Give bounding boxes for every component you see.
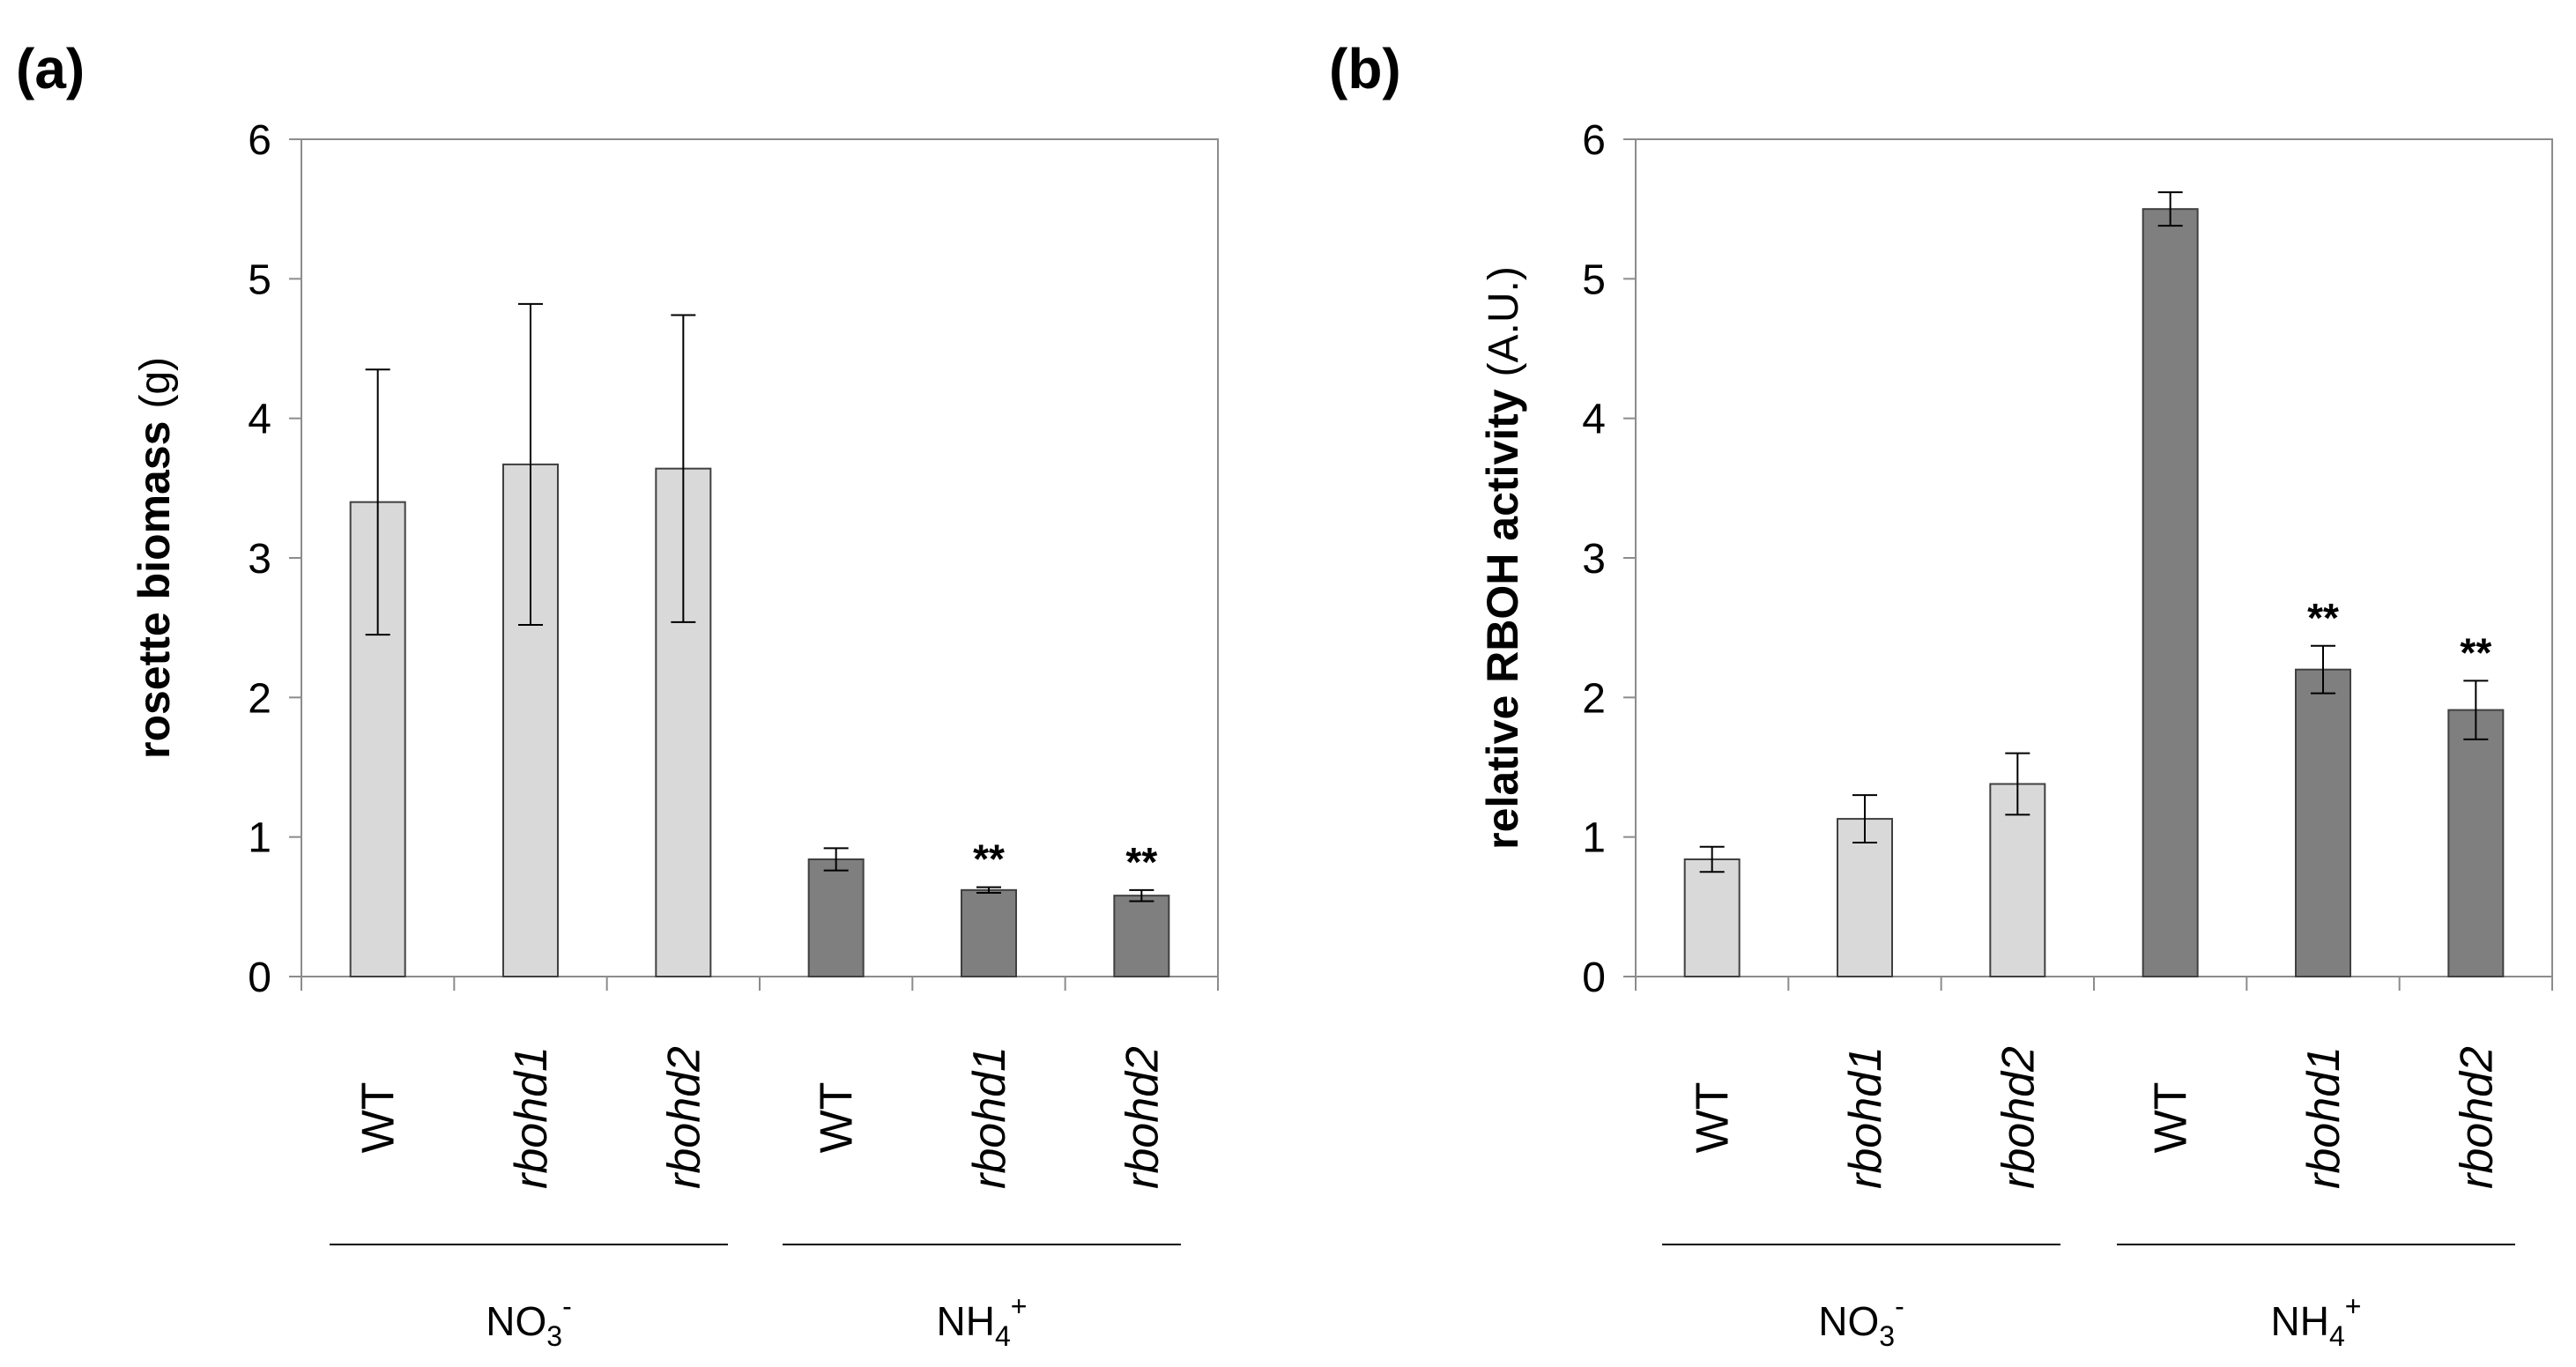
category-label: rbohd1 [506,1046,557,1189]
category-label: rbohd1 [1840,1046,1891,1189]
category-label: rbohd2 [2451,1046,2502,1189]
plot-frame [301,138,1219,977]
group-label-subscript: 4 [995,1320,1011,1352]
bar [1837,818,1893,977]
category-label: rbohd2 [1117,1046,1168,1189]
group-label: NO3- [1818,1290,1904,1352]
category-label: WT [353,1082,405,1154]
y-axis-label-unit: (A.U.) [1481,266,1527,376]
group-label-subscript: 3 [546,1320,562,1352]
group-label: NO3- [486,1290,571,1352]
y-tick-label: 2 [1582,675,1606,722]
y-axis-label: relative RBOH activity (A.U.) [1478,266,1527,850]
bar [2295,668,2351,978]
significance-marker: ** [1125,839,1157,885]
category-label: rbohd2 [1993,1046,2044,1189]
group-label: NH4+ [2271,1290,2362,1352]
bar [1683,858,1741,977]
y-tick-label: 6 [1582,117,1606,164]
y-tick-label: 3 [248,536,271,583]
panel-label: (b) [1329,37,1401,100]
y-tick-label: 3 [1582,536,1606,583]
group-label-subscript: 4 [2329,1320,2345,1352]
bar [961,888,1017,977]
y-tick-label: 4 [248,397,271,443]
group-label: NH4+ [937,1290,1028,1352]
y-tick-label: 0 [1582,955,1606,1001]
y-tick-label: 1 [1582,815,1606,862]
y-axis-label-text: rosette biomass [130,409,179,759]
y-tick-label: 0 [248,955,271,1001]
group-label-superscript: + [1011,1290,1028,1322]
category-label: WT [1688,1082,1739,1154]
significance-marker: ** [2460,629,2491,675]
y-tick-label: 4 [1582,397,1606,443]
category-label: WT [812,1082,863,1154]
group-label-base: NO [1818,1298,1879,1344]
y-axis-label: rosette biomass (g) [130,357,179,759]
group-label-base: NO [486,1298,546,1344]
group-label-subscript: 3 [1879,1320,1895,1352]
y-axis-label-text: relative RBOH activity [1478,377,1527,850]
category-label: rbohd1 [2298,1046,2350,1189]
category-label: rbohd2 [658,1046,709,1189]
y-tick-label: 2 [248,675,271,722]
bar [807,858,865,977]
bar [2142,208,2199,977]
group-label-superscript: - [562,1290,572,1322]
y-tick-label: 6 [248,117,271,164]
y-tick-label: 1 [248,815,271,862]
bar [1113,895,1170,978]
significance-marker: ** [2307,595,2339,641]
significance-marker: ** [973,836,1005,882]
y-axis-label-unit: (g) [132,357,179,409]
bar [1989,783,2046,977]
y-tick-label: 5 [248,256,271,303]
group-label-base: NH [2271,1298,2329,1344]
panel-label: (a) [16,37,85,100]
chart-panel-2: (b) 0 1 2 3 4 5 6 relative RBOH activity (A.U.) W… [1329,37,2553,1352]
group-label-superscript: - [1895,1290,1904,1322]
y-tick-label: 5 [1582,256,1606,303]
category-label: WT [2146,1082,2197,1154]
bar [2447,709,2505,977]
chart-panel-1: (a) 0 1 2 3 4 5 6 rosette biomass (g) WT rbohd1 rbo… [16,37,1219,1352]
plot-frame [1635,138,2553,977]
group-label-base: NH [937,1298,995,1344]
group-label-superscript: + [2345,1290,2362,1322]
category-label: rbohd1 [964,1046,1015,1189]
